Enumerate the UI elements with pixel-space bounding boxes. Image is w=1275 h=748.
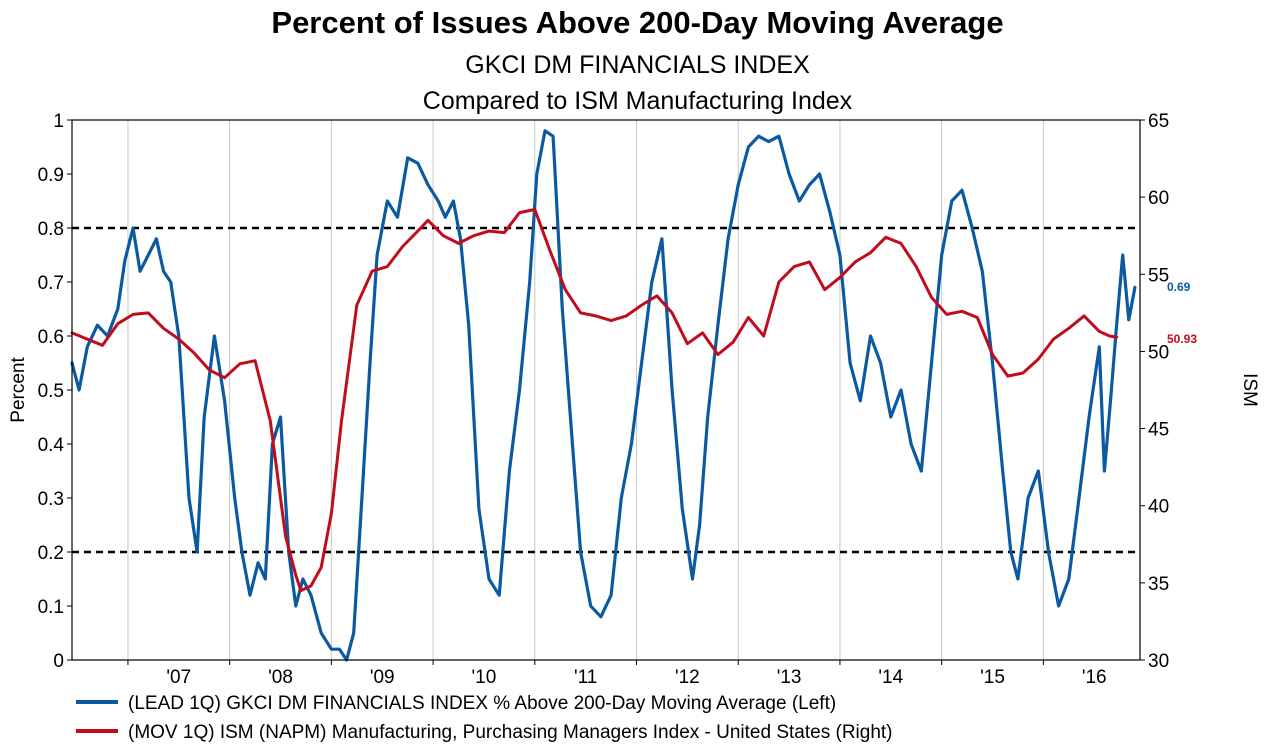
series-line-ism <box>70 208 1119 593</box>
x-tick-label-2010: '10 <box>472 667 497 688</box>
left-tick-label: 0.1 <box>38 597 64 618</box>
x-tick-label-2008: '08 <box>268 667 293 688</box>
x-axis-ticks: '07 '08 '09 '10 '11 '12 '13 '14 '15 '16 <box>127 660 1107 688</box>
series-line-financials <box>70 129 1137 662</box>
chart-subtitle: GKCI DM FINANCIALS INDEX <box>465 51 810 79</box>
series-layer <box>70 129 1137 662</box>
left-tick-label: 0.6 <box>38 327 64 348</box>
right-tick-label: 60 <box>1148 188 1169 209</box>
x-tick-label-2007: '07 <box>166 667 191 688</box>
left-tick-label: 0.5 <box>38 381 64 402</box>
right-tick-label: 35 <box>1148 574 1169 595</box>
left-axis-title: Percent <box>8 357 29 423</box>
left-tick-label: 0 <box>53 651 64 672</box>
left-tick-label: 0.4 <box>38 435 65 456</box>
left-axis-ticks: 0 0.1 0.2 0.3 0.4 0.5 0.6 0.7 0.8 0.9 1 <box>38 111 72 672</box>
left-tick-label: 0.8 <box>38 219 64 240</box>
right-tick-label: 30 <box>1148 651 1169 672</box>
chart-title: Percent of Issues Above 200-Day Moving A… <box>271 5 1004 40</box>
right-tick-label: 65 <box>1148 111 1169 132</box>
plot-frame <box>71 119 1141 661</box>
legend-label-red: (MOV 1Q) ISM (NAPM) Manufacturing, Purch… <box>128 722 893 743</box>
x-tick-label-2013: '13 <box>777 667 802 688</box>
left-tick-label: 0.7 <box>38 273 64 294</box>
x-tick-label-2011: '11 <box>574 667 597 688</box>
right-axis-ticks: 30 35 40 45 50 55 60 65 <box>1140 111 1169 672</box>
legend: (LEAD 1Q) GKCI DM FINANCIALS INDEX % Abo… <box>76 693 893 743</box>
right-tick-label: 50 <box>1148 342 1169 363</box>
red-end-label: 50.93 <box>1167 332 1197 346</box>
x-tick-label-2009: '09 <box>370 667 395 688</box>
left-tick-label: 0.2 <box>38 543 64 564</box>
left-tick-label: 0.3 <box>38 489 64 510</box>
x-tick-label-2015: '15 <box>980 667 1005 688</box>
left-tick-label: 1 <box>53 111 64 132</box>
right-axis-title: ISM <box>1239 373 1260 407</box>
grid-lines <box>127 120 1044 660</box>
chart-subtitle-2: Compared to ISM Manufacturing Index <box>422 87 853 115</box>
legend-label-blue: (LEAD 1Q) GKCI DM FINANCIALS INDEX % Abo… <box>128 693 836 714</box>
right-tick-label: 40 <box>1148 497 1169 518</box>
x-tick-label-2012: '12 <box>675 667 700 688</box>
blue-end-label: 0.69 <box>1167 280 1191 294</box>
right-tick-label: 45 <box>1148 420 1169 441</box>
left-tick-label: 0.9 <box>38 165 64 186</box>
x-tick-label-2014: '14 <box>878 667 903 688</box>
x-tick-label-2016: '16 <box>1082 667 1107 688</box>
reference-lines <box>72 226 1140 554</box>
right-tick-label: 55 <box>1148 265 1169 286</box>
